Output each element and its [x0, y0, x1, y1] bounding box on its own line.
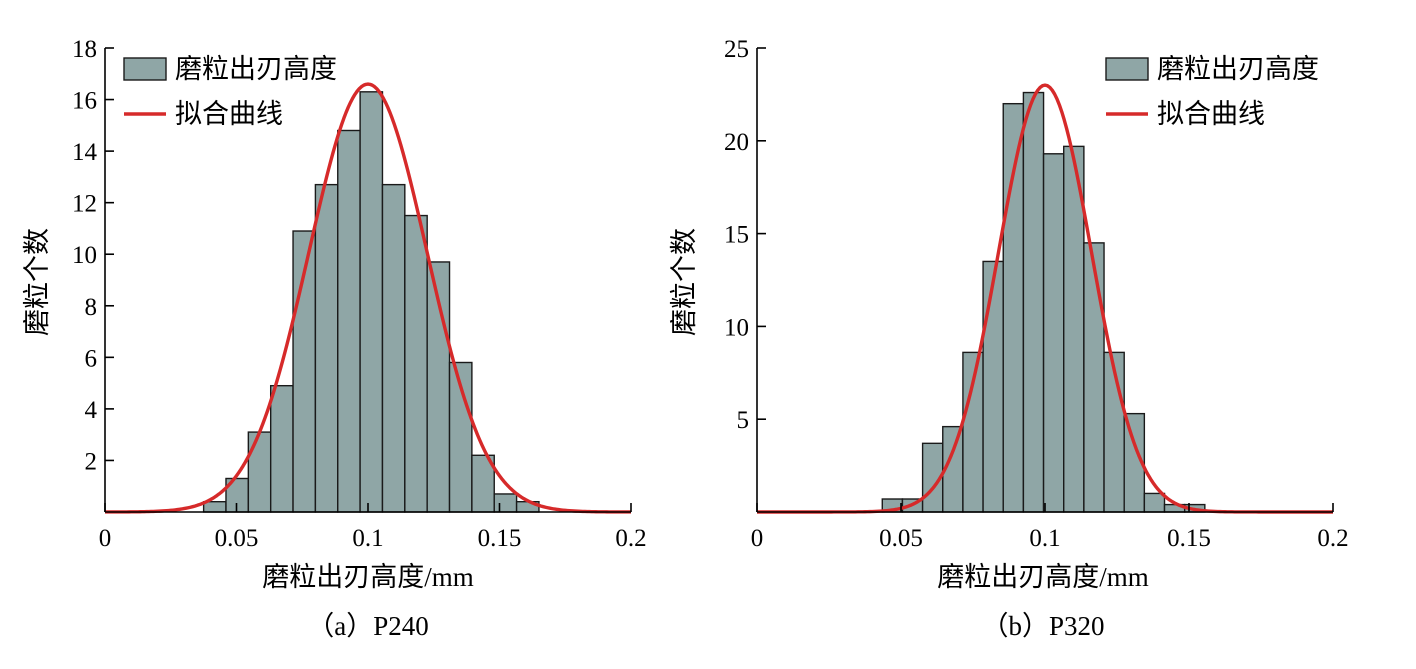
histogram-bar — [1042, 153, 1065, 513]
histogram-bar — [314, 183, 339, 513]
legend-a: 磨粒出刃高度 拟合曲线 — [123, 54, 337, 129]
y-tick-label: 18 — [72, 36, 97, 63]
y-tick-label: 14 — [72, 139, 98, 166]
y-tick-label: 15 — [724, 222, 749, 249]
fit-curve-a — [104, 82, 632, 514]
y-tick-label: 10 — [724, 314, 749, 341]
y-ticks-b: 5 10 15 20 25 — [724, 36, 766, 434]
histogram-bar — [1143, 492, 1166, 513]
y-tick-label: 5 — [737, 407, 750, 434]
histogram-bar — [381, 183, 406, 513]
y-tick-label: 10 — [72, 242, 97, 269]
y-tick-label: 16 — [72, 88, 97, 115]
histogram-bar — [404, 214, 428, 513]
chart-panel-b: 0 0.05 0.1 0.15 0.2 5 10 15 20 25 磨粒出刃高度/mm 磨粒个数… — [669, 36, 1349, 641]
histogram-bar — [982, 260, 1004, 513]
legend-label-line-a: 拟合曲线 — [175, 99, 283, 129]
legend-label-bar-b: 磨粒出刃高度 — [1157, 54, 1319, 84]
histogram-bar — [269, 384, 294, 513]
x-axis-label-b: 磨粒出刃高度/mm — [937, 562, 1149, 592]
y-ticks-a: 2 4 6 8 10 12 14 16 18 — [72, 36, 114, 475]
x-tick-label: 0.05 — [879, 525, 923, 552]
histogram-bar — [1083, 242, 1105, 513]
legend-label-line-b: 拟合曲线 — [1157, 99, 1265, 129]
x-axis-label-a: 磨粒出刃高度/mm — [262, 562, 474, 592]
legend-swatch-bar-a — [123, 57, 167, 81]
y-tick-label: 4 — [85, 397, 98, 424]
x-tick-label: 0 — [99, 525, 112, 552]
y-tick-label: 8 — [85, 294, 98, 321]
histogram-bar — [359, 91, 384, 513]
x-tick-label: 0.05 — [215, 525, 259, 552]
histogram-bar — [337, 129, 361, 513]
histogram-bar — [1022, 91, 1045, 513]
x-ticks-a: 0 0.05 0.1 0.15 0.2 — [99, 503, 647, 552]
chart-panel-a: 0 0.05 0.1 0.15 0.2 2 4 6 8 10 12 14 16 18 磨粒出刃高度/mm… — [22, 36, 647, 641]
caption-b: （b）P320 — [981, 611, 1104, 641]
y-tick-label: 25 — [724, 36, 749, 63]
x-tick-label: 0.1 — [1029, 525, 1060, 552]
histogram-bar — [493, 493, 518, 513]
x-tick-label: 0.2 — [1317, 525, 1348, 552]
histogram-bar — [247, 431, 272, 513]
legend-swatch-bar-b — [1105, 57, 1149, 81]
x-tick-label: 0.15 — [478, 525, 522, 552]
y-tick-label: 12 — [72, 191, 97, 218]
x-ticks-b: 0 0.05 0.1 0.15 0.2 — [751, 503, 1349, 552]
y-tick-label: 2 — [85, 448, 98, 475]
x-tick-label: 0.1 — [352, 525, 383, 552]
histogram-bars-b — [881, 91, 1206, 513]
x-tick-label: 0.15 — [1167, 525, 1211, 552]
caption-a: （a）P240 — [307, 611, 429, 641]
x-tick-label: 0 — [751, 525, 764, 552]
y-tick-label: 20 — [724, 129, 749, 156]
legend-label-bar-a: 磨粒出刃高度 — [175, 54, 337, 84]
y-tick-label: 6 — [85, 345, 98, 372]
legend-b: 磨粒出刃高度 拟合曲线 — [1105, 54, 1319, 129]
y-axis-label-a: 磨粒个数 — [22, 228, 52, 336]
x-tick-label: 0.2 — [615, 525, 646, 552]
y-axis-label-b: 磨粒个数 — [669, 228, 699, 336]
